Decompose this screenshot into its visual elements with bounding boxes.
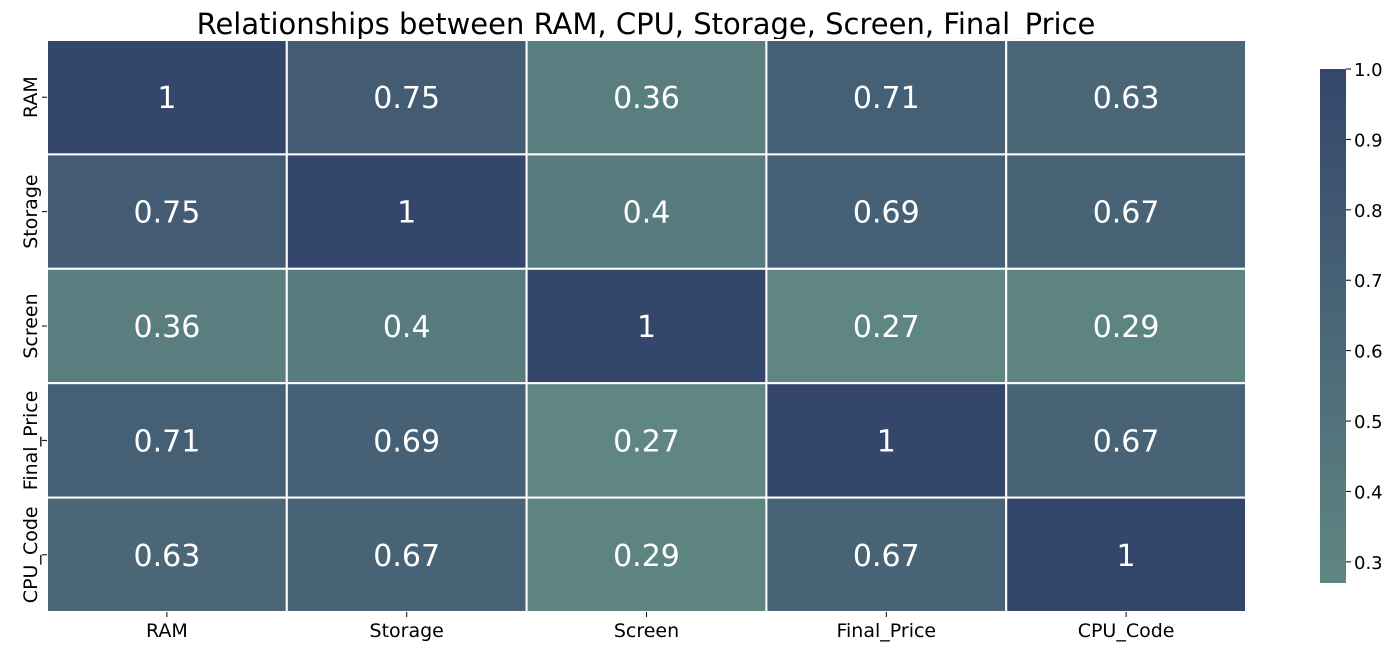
x-tick-label: Screen	[614, 620, 679, 642]
cell-value-label: 1	[397, 196, 416, 231]
cell-value-label: 0.75	[134, 196, 201, 231]
heatmap-cell	[1005, 496, 1248, 614]
y-tick-label: CPU_Code	[20, 506, 42, 603]
heatmap-cell	[1005, 267, 1248, 385]
cell-value-label: 0.69	[373, 424, 440, 459]
heatmap-cell	[765, 39, 1008, 156]
x-tick-label: Storage	[370, 620, 444, 642]
cell-value-label: 0.27	[853, 310, 920, 345]
colorbar-tick-label: 0.7	[1354, 271, 1383, 292]
heatmap-cell	[1005, 382, 1248, 499]
cell-value-label: 0.71	[853, 81, 920, 116]
cell-value-label: 1	[1117, 539, 1136, 574]
heatmap-cell	[46, 153, 288, 270]
heatmap-cell	[765, 267, 1008, 385]
heatmap-cell	[525, 39, 768, 156]
cell-value-label: 0.36	[613, 81, 680, 116]
cell-value-label: 0.4	[623, 196, 671, 231]
heatmap-cell	[525, 496, 768, 614]
cell-value-label: 0.67	[1093, 424, 1160, 459]
heatmap-cells: 1 0.75 0.36 0.71 0.63 0.75 1 0.4 0.69 0.67 0.36 0.4…	[46, 39, 1248, 614]
colorbar-gradient	[1320, 69, 1346, 583]
heatmap-cell	[285, 382, 528, 499]
heatmap-cell	[1005, 153, 1248, 270]
y-axis: RAM Storage Screen Final_Price CPU_Code	[20, 76, 47, 603]
cell-value-label: 0.4	[383, 310, 431, 345]
cell-value-label: 0.29	[1093, 310, 1160, 345]
y-tick-label: Storage	[20, 174, 42, 248]
heatmap-cell	[285, 39, 528, 156]
heatmap-cell	[765, 382, 1008, 499]
heatmap-cell	[285, 496, 528, 614]
cell-value-label: 0.67	[1093, 196, 1160, 231]
chart-title: Relationships between RAM, CPU, Storage,…	[197, 7, 1096, 41]
y-tick-label: RAM	[20, 76, 42, 118]
cell-value-label: 1	[637, 310, 656, 345]
cell-value-label: 0.69	[853, 196, 920, 231]
colorbar-tick-label: 0.5	[1354, 412, 1383, 433]
colorbar-tick-label: 0.4	[1354, 482, 1383, 503]
heatmap-cell	[285, 267, 528, 385]
cell-value-label: 0.67	[373, 539, 440, 574]
heatmap-cell	[525, 382, 768, 499]
colorbar-tick-label: 0.6	[1354, 342, 1383, 363]
cell-value-label: 0.63	[134, 539, 201, 574]
x-tick-label: RAM	[146, 620, 188, 642]
cell-value-label: 0.67	[853, 539, 920, 574]
cell-value-label: 0.36	[134, 310, 201, 345]
cell-value-label: 0.75	[373, 81, 440, 116]
y-tick-label: Screen	[20, 293, 42, 358]
colorbar: 0.3 0.4 0.5 0.6 0.7 0.8 0.9 1.0	[1320, 60, 1383, 583]
cell-value-label: 1	[157, 81, 176, 116]
cell-value-label: 0.27	[613, 424, 680, 459]
x-tick-label: Final_Price	[836, 620, 936, 642]
heatmap-cell	[46, 496, 288, 614]
y-tick-label: Final_Price	[20, 391, 42, 491]
x-axis: RAM Storage Screen Final_Price CPU_Code	[146, 612, 1175, 642]
heatmap-cell	[525, 153, 768, 270]
colorbar-tick-label: 0.8	[1354, 201, 1383, 222]
colorbar-tick-label: 0.3	[1354, 553, 1383, 574]
colorbar-tick-label: 1.0	[1354, 60, 1383, 81]
heatmap-cell	[525, 267, 768, 385]
cell-value-label: 1	[877, 424, 896, 459]
cell-value-label: 0.71	[134, 424, 201, 459]
heatmap-cell	[1005, 39, 1248, 156]
x-tick-label: CPU_Code	[1078, 620, 1175, 642]
cell-value-label: 0.63	[1093, 81, 1160, 116]
colorbar-tick-label: 0.9	[1354, 130, 1383, 151]
heatmap-cell	[46, 39, 288, 156]
cell-value-label: 0.29	[613, 539, 680, 574]
